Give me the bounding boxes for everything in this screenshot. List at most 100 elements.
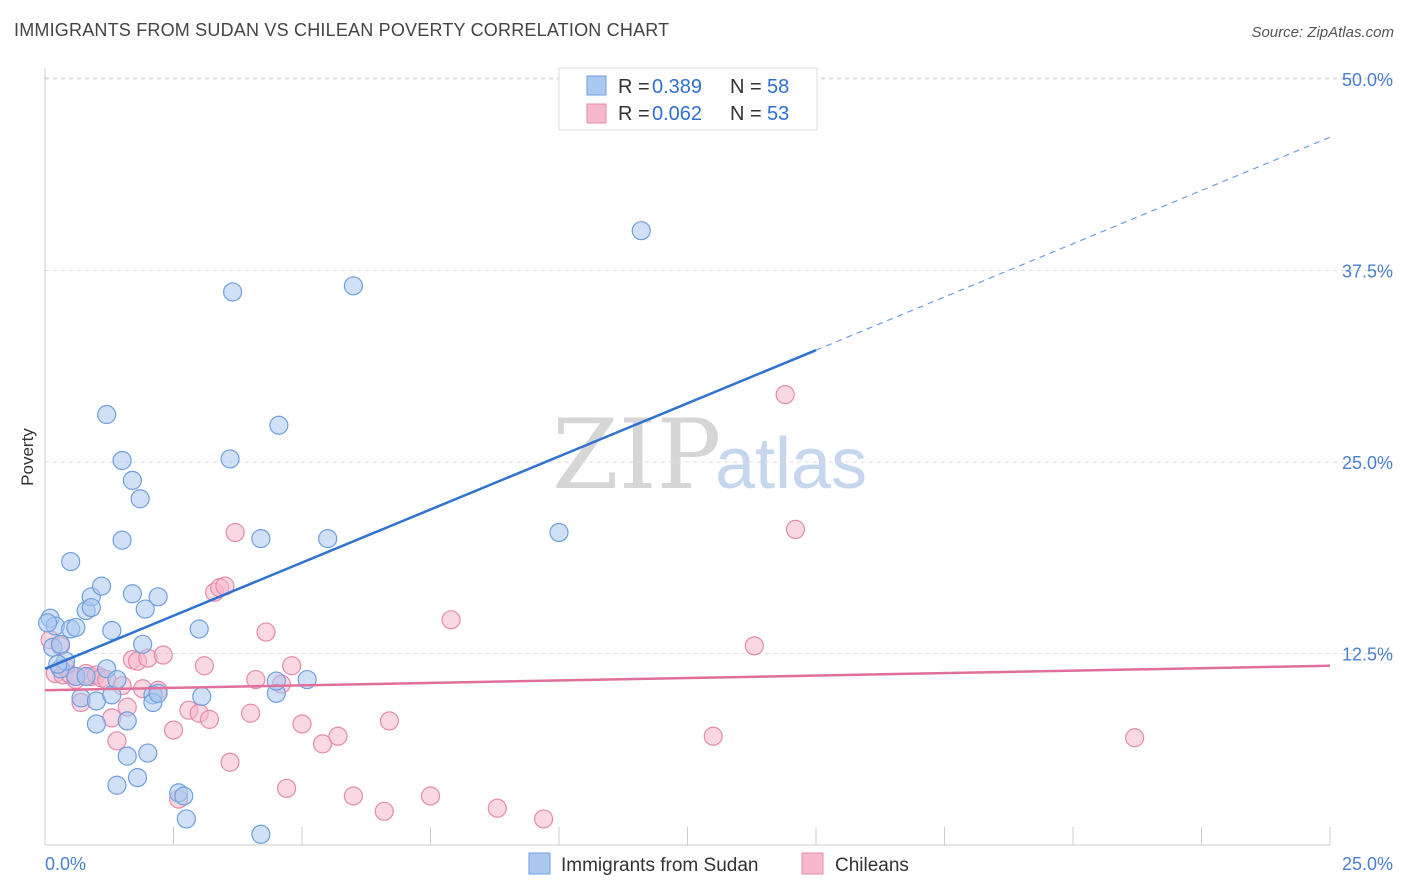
legend-n-label-1: N = [730, 76, 762, 98]
sudan-point [81, 597, 101, 618]
sudan-point [176, 809, 196, 829]
gridlines [45, 77, 1393, 654]
sudan-point [223, 282, 243, 302]
sudan-point [61, 551, 81, 572]
trend-line-sudan [44, 349, 817, 670]
sudan-point [50, 634, 71, 654]
chileans-point [292, 714, 312, 734]
sudan-point [269, 415, 289, 435]
chileans-point [328, 726, 348, 746]
bottom-legend-label-chileans: Chileans [835, 855, 909, 876]
sudan-point [266, 671, 286, 691]
sudan-point [117, 746, 137, 766]
sudan-point [97, 404, 117, 425]
legend-r-label-1: R = [618, 76, 650, 98]
chileans-point [487, 798, 507, 818]
series-sudan-points [37, 221, 651, 844]
series-legend: Immigrants from Sudan Chileans [528, 852, 909, 876]
sudan-point [174, 786, 194, 806]
watermark-zip: ZIP [552, 399, 721, 511]
sudan-point [66, 617, 86, 638]
chileans-point [107, 731, 127, 751]
source-label: Source: ZipAtlas.com [1251, 24, 1394, 41]
trend-line-sudan-extension [815, 136, 1331, 351]
chileans-point [703, 726, 723, 746]
sudan-point [318, 528, 338, 549]
sudan-point [189, 619, 209, 639]
sudan-point [37, 613, 58, 633]
legend-r-value-1: 0.389 [652, 76, 702, 98]
sudan-point [71, 688, 91, 708]
y-tick-label: 50.0% [1342, 70, 1393, 90]
sudan-point [76, 666, 96, 687]
chileans-point [282, 656, 302, 676]
sudan-point [133, 634, 153, 654]
trend-lines [44, 136, 1331, 692]
chileans-point [1125, 728, 1145, 748]
sudan-point [220, 449, 240, 469]
chileans-point [241, 703, 261, 723]
chileans-point [163, 720, 184, 740]
sudan-point [192, 686, 212, 706]
sudan-point [112, 530, 132, 550]
sudan-point [135, 599, 155, 619]
sudan-point [148, 587, 168, 607]
chileans-point [256, 622, 276, 642]
legend-r-label-2: R = [618, 103, 650, 125]
chileans-point [276, 778, 297, 798]
legend-n-value-1: 58 [767, 76, 789, 98]
chileans-point [343, 786, 363, 806]
chileans-point [533, 809, 554, 829]
legend-swatch-pink [586, 103, 607, 124]
sudan-point [117, 711, 137, 731]
chileans-point [379, 711, 399, 731]
sudan-point [549, 522, 569, 543]
chileans-point [312, 734, 333, 754]
sudan-point [91, 576, 112, 596]
legend-swatch-blue [586, 75, 607, 96]
x-tick-label-min: 0.0% [45, 854, 86, 874]
sudan-point [122, 470, 142, 490]
x-tick-label-max: 25.0% [1342, 854, 1393, 874]
y-axis-label: Poverty [18, 428, 37, 486]
sudan-point [127, 767, 148, 788]
chileans-point [199, 709, 220, 729]
sudan-point [122, 584, 142, 604]
y-tick-labels: 12.5% 25.0% 37.5% 50.0% [1342, 70, 1393, 665]
legend-r-value-2: 0.062 [652, 103, 702, 125]
chileans-point [194, 656, 214, 676]
sudan-point [102, 620, 122, 641]
sudan-point [130, 489, 150, 509]
bottom-legend-label-sudan: Immigrants from Sudan [561, 855, 758, 876]
sudan-point [251, 824, 271, 844]
y-tick-label: 25.0% [1342, 453, 1393, 473]
sudan-point [138, 743, 158, 763]
chileans-point [220, 752, 240, 772]
chileans-point [785, 519, 806, 540]
y-tick-label: 12.5% [1342, 645, 1393, 665]
chileans-point [246, 669, 266, 690]
chileans-point [225, 522, 245, 543]
sudan-point [631, 221, 651, 241]
chileans-point [420, 786, 441, 806]
legend-n-label-2: N = [730, 103, 762, 125]
bottom-legend-swatch-chileans [801, 852, 824, 875]
watermark-atlas: atlas [715, 424, 867, 504]
chileans-point [775, 384, 795, 405]
bottom-legend-swatch-sudan [528, 852, 551, 875]
y-tick-label: 37.5% [1342, 262, 1393, 282]
sudan-point [86, 714, 107, 734]
legend-n-value-2: 53 [767, 103, 789, 125]
chileans-point [153, 645, 173, 665]
sudan-point [107, 669, 127, 690]
correlation-legend: R = 0.389 N = 58 R = 0.062 N = 53 [558, 67, 818, 131]
chileans-point [744, 636, 764, 656]
chart-title: IMMIGRANTS FROM SUDAN VS CHILEAN POVERTY… [14, 20, 670, 40]
sudan-point [107, 775, 127, 795]
sudan-point [343, 276, 363, 296]
chileans-point [374, 801, 394, 821]
trend-line-chileans [44, 664, 1331, 692]
sudan-point [112, 450, 132, 471]
x-tick-marks [44, 827, 1331, 845]
